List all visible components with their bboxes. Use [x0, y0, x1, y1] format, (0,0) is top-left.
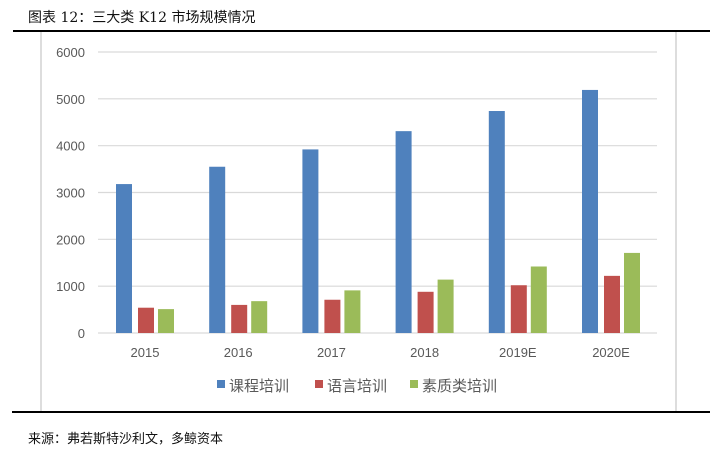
bar-2019E-语言培训	[510, 285, 527, 333]
x-tick-label: 2015	[131, 345, 160, 360]
bar-2020E-课程培训	[582, 89, 598, 333]
bar-2016-语言培训	[231, 304, 248, 333]
y-tick-label: 2000	[56, 232, 85, 247]
legend-swatch	[217, 380, 225, 388]
legend-swatch	[410, 380, 418, 388]
bar-2017-素质类培训	[344, 290, 361, 333]
x-tick-label: 2019E	[499, 345, 537, 360]
bar-2016-课程培训	[209, 166, 226, 333]
bar-2018-课程培训	[395, 131, 412, 333]
bar-2020E-语言培训	[604, 275, 620, 333]
bar-2015-素质类培训	[158, 309, 174, 333]
y-tick-label: 0	[78, 326, 85, 341]
bar-2017-语言培训	[324, 299, 341, 333]
bar-2020E-素质类培训	[624, 252, 640, 333]
legend-label: 课程培训	[229, 377, 289, 395]
legend-label: 语言培训	[327, 377, 387, 395]
legend-swatch	[315, 380, 323, 388]
bar-2019E-素质类培训	[530, 266, 547, 333]
bar-2015-课程培训	[116, 184, 132, 333]
legend-label: 素质类培训	[422, 377, 497, 395]
y-tick-label: 3000	[56, 186, 85, 201]
bar-2015-语言培训	[138, 307, 154, 333]
y-tick-label: 1000	[56, 279, 85, 294]
chart-frame-left	[40, 32, 42, 411]
x-tick-label: 2020E	[592, 345, 630, 360]
bar-2017-课程培训	[302, 149, 319, 333]
source-divider	[12, 411, 710, 413]
y-tick-label: 4000	[56, 139, 85, 154]
x-tick-label: 2018	[410, 345, 439, 360]
bar-2018-语言培训	[417, 291, 434, 333]
y-tick-label: 5000	[56, 92, 85, 107]
x-tick-label: 2016	[224, 345, 253, 360]
figure-title: 图表 12：三大类 K12 市场规模情况	[28, 10, 256, 26]
bar-2019E-课程培训	[488, 111, 505, 333]
y-tick-label: 6000	[56, 45, 85, 60]
bar-2018-素质类培训	[437, 279, 454, 333]
source-note: 来源：弗若斯特沙利文，多鲸资本	[28, 432, 224, 447]
bar-2016-素质类培训	[251, 301, 268, 333]
x-tick-label: 2017	[317, 345, 346, 360]
title-divider	[13, 30, 710, 32]
chart-frame-right	[675, 32, 677, 411]
